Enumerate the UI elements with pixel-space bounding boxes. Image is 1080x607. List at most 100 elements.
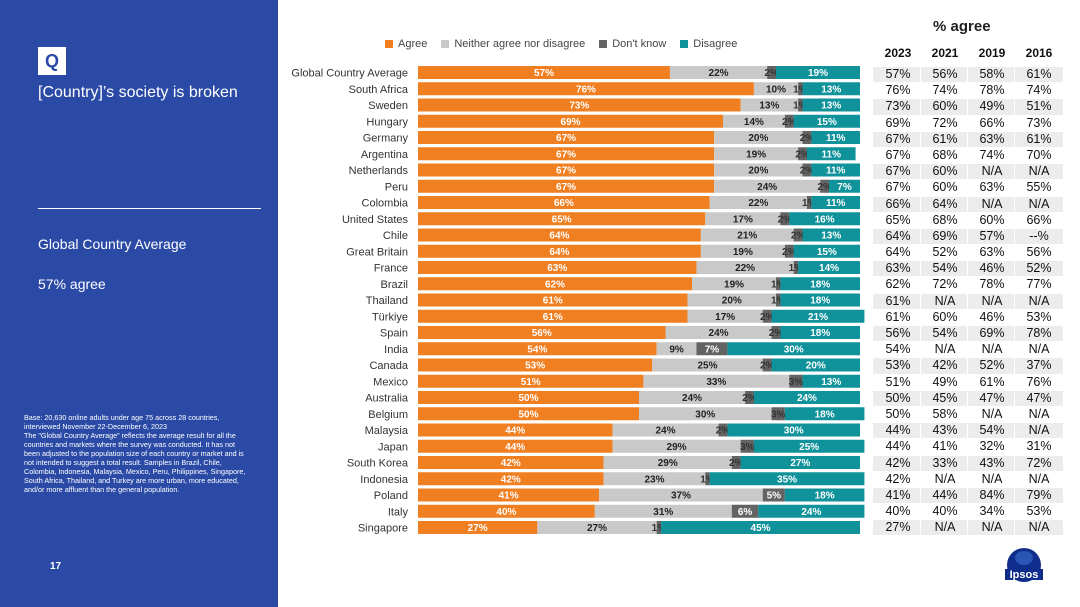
table-cell: N/A <box>1028 471 1050 486</box>
legend-item-0: Agree <box>385 38 427 50</box>
table-cell: 46% <box>979 309 1005 324</box>
table-cell: N/A <box>1028 196 1050 211</box>
column-separator <box>1014 180 1015 196</box>
table-cell: 47% <box>1026 390 1052 405</box>
table-row: 67% 60% 63% 55% <box>873 180 1063 196</box>
data-label: 20% <box>722 296 742 307</box>
bar-segment <box>753 82 799 96</box>
table-cell: 69% <box>932 228 958 243</box>
column-separator <box>1014 423 1015 439</box>
column-separator <box>967 245 968 261</box>
table-cell: 60% <box>979 212 1005 227</box>
table-cell: 63% <box>885 261 911 276</box>
global-average-label: Global Country Average <box>38 236 187 252</box>
bar-segment <box>776 293 781 307</box>
data-label: 31% <box>653 507 673 518</box>
data-label: 66% <box>554 198 574 209</box>
data-label: 22% <box>709 68 729 79</box>
bar-segment <box>714 179 821 193</box>
bar-segment <box>758 504 865 518</box>
data-label: 19% <box>733 247 753 258</box>
category-label: Türkiye <box>372 311 408 323</box>
data-label: 25% <box>799 442 819 453</box>
year-header: 2019 <box>978 46 1006 60</box>
column-separator <box>967 228 968 245</box>
data-label: 2% <box>760 312 775 323</box>
table-cell: N/A <box>1028 164 1050 179</box>
data-label: 1% <box>771 296 786 307</box>
bar-segment <box>656 521 662 534</box>
table-row: 42% 33% 43% 72% <box>873 455 1063 471</box>
bar-segment <box>537 521 657 534</box>
data-label: 29% <box>658 458 678 469</box>
bar-segment <box>771 309 865 323</box>
data-label: 1% <box>700 474 715 485</box>
table-cell: 74% <box>1026 83 1052 98</box>
table-cell: 57% <box>885 67 911 81</box>
bar-segment <box>418 277 693 291</box>
data-label: 2% <box>791 231 806 242</box>
table-cell: 54% <box>885 342 911 357</box>
year-header: 2021 <box>931 46 959 60</box>
column-separator <box>1014 309 1015 325</box>
table-cell: 61% <box>932 131 958 146</box>
column-separator <box>967 374 968 390</box>
bar-segment <box>780 277 860 291</box>
column-separator <box>920 374 921 390</box>
table-cell: N/A <box>934 342 956 357</box>
table-cell: 67% <box>885 131 911 146</box>
table-cell: 53% <box>1026 309 1052 324</box>
bar-segment <box>639 391 746 404</box>
table-row: 53% 42% 52% 37% <box>873 358 1063 374</box>
data-label: 1% <box>652 523 667 534</box>
ipsos-logo: Ipsos <box>1005 548 1043 582</box>
bar-segment <box>661 521 860 534</box>
bar-segment <box>418 374 644 388</box>
table-cell: 63% <box>979 180 1005 195</box>
table-cell: 70% <box>1026 147 1052 162</box>
bar-segment <box>418 456 604 469</box>
table-cell: N/A <box>981 293 1003 308</box>
table-cell: N/A <box>981 342 1003 357</box>
column-separator <box>920 390 921 406</box>
column-separator <box>920 439 921 455</box>
bar-segment <box>771 326 781 339</box>
table-cell: 49% <box>979 99 1005 114</box>
bar-segment <box>705 212 781 226</box>
column-separator <box>967 439 968 455</box>
table-cell: 56% <box>932 67 958 81</box>
category-label: Chile <box>383 230 408 242</box>
bar-segment <box>599 488 763 502</box>
bar-segment <box>687 309 763 323</box>
table-cell: 69% <box>979 326 1005 340</box>
table-row: 27% N/A N/A N/A <box>873 520 1063 536</box>
bar-segment <box>798 261 860 274</box>
data-label: 2% <box>742 393 757 404</box>
column-separator <box>967 520 968 536</box>
column-separator <box>920 406 921 423</box>
column-separator <box>920 487 921 504</box>
table-cell: 40% <box>932 504 958 519</box>
column-separator <box>1014 390 1015 406</box>
table-cell: 67% <box>885 180 911 195</box>
column-separator <box>920 212 921 228</box>
table-cell: 60% <box>932 99 958 114</box>
category-label: Singapore <box>358 523 408 535</box>
bar-segment <box>793 228 803 242</box>
column-separator <box>1014 326 1015 342</box>
data-label: 61% <box>543 312 563 323</box>
bar-segment <box>612 439 741 453</box>
column-separator <box>920 261 921 277</box>
table-row: 63% 54% 46% 52% <box>873 261 1063 277</box>
column-separator <box>1014 358 1015 374</box>
data-label: 2% <box>817 182 832 193</box>
table-row: 64% 69% 57% --% <box>873 228 1063 245</box>
bar-segment <box>771 358 860 372</box>
table-cell: 64% <box>932 196 958 211</box>
data-label: 44% <box>505 426 525 437</box>
data-label: 40% <box>496 507 516 518</box>
table-cell: 42% <box>885 471 911 486</box>
bar-segment <box>780 212 790 226</box>
data-label: 19% <box>746 149 766 160</box>
bar-segment <box>798 147 807 161</box>
